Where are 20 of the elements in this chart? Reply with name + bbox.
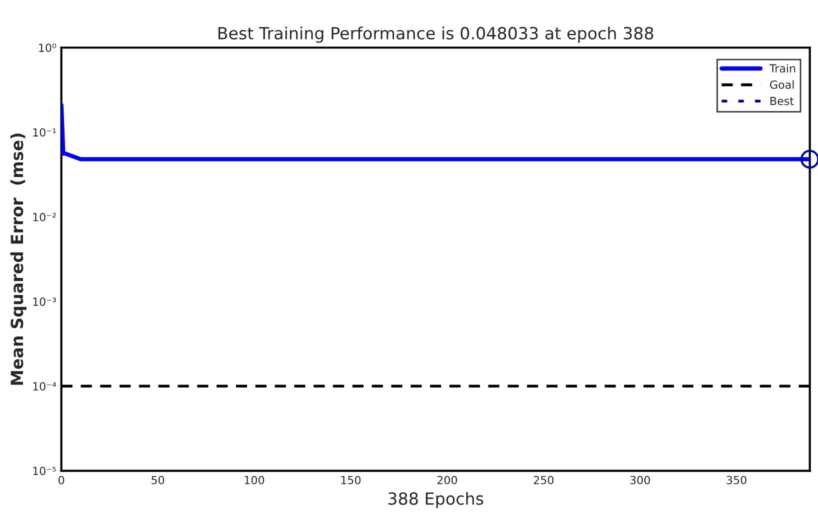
x-tick-label: 350 <box>726 476 746 484</box>
y-tick-label: 10⁻⁴ <box>33 382 56 391</box>
x-tick-label: 250 <box>534 476 554 484</box>
legend-label: Best <box>770 96 794 106</box>
y-tick-label: 10⁰ <box>39 44 56 52</box>
x-tick-label: 100 <box>244 476 264 484</box>
x-tick-label: 200 <box>437 476 458 484</box>
x-tick-label: 150 <box>341 476 361 484</box>
y-axis-title: Mean Squared Error (mse) <box>10 134 26 385</box>
legend-label: Train <box>769 64 796 73</box>
y-tick-label: 10⁻¹ <box>33 128 56 137</box>
y-tick-label: 10⁻³ <box>33 298 56 306</box>
legend-label: Goal <box>770 80 794 89</box>
x-tick-label: 0 <box>58 476 64 484</box>
y-tick-label: 10⁻² <box>33 212 56 222</box>
x-axis-title: 388 Epochs <box>388 492 484 508</box>
y-tick-label: 10⁻⁵ <box>33 466 56 476</box>
x-tick-label: 300 <box>630 476 650 484</box>
chart-title: Best Training Performance is 0.048033 at epoch 388 <box>218 26 654 43</box>
x-tick-label: 50 <box>152 476 164 484</box>
